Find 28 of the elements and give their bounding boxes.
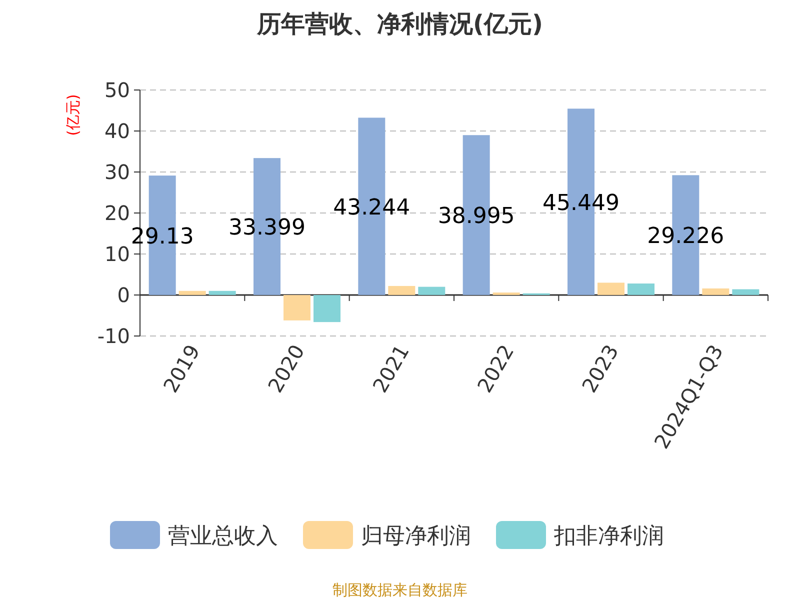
y-axis-title: (亿元): [64, 94, 82, 136]
y-tick-label: 50: [104, 78, 130, 102]
y-tick-label: -10: [97, 324, 130, 348]
y-tick-label: 0: [117, 283, 130, 307]
text: 制图数据来自数据库: [332, 581, 468, 599]
bar: [418, 286, 446, 295]
bar: [732, 289, 760, 295]
bar: [178, 290, 206, 295]
bar: [628, 284, 654, 295]
bar: [388, 286, 416, 295]
data-label: 29.226: [647, 224, 724, 250]
y-tick-label: 40: [104, 119, 130, 143]
bar: [314, 295, 340, 322]
legend-label: 归母净利润: [361, 524, 471, 549]
y-tick-label: 20: [104, 201, 130, 225]
data-label: 38.995: [438, 204, 515, 230]
legend-label: 营业总收入: [168, 524, 278, 549]
bar: [208, 290, 236, 295]
bar: [284, 295, 310, 320]
data-label: 33.399: [228, 216, 306, 241]
legend-label: 扣非净利润: [553, 524, 664, 549]
data-label: 43.244: [333, 195, 410, 220]
chart-title: 历年营收、净利情况(亿元): [256, 10, 543, 38]
bar: [598, 282, 624, 295]
y-tick-label: 30: [104, 160, 130, 184]
data-label: 45.449: [542, 190, 620, 216]
y-tick-label: 10: [104, 242, 130, 266]
bar: [702, 288, 730, 295]
